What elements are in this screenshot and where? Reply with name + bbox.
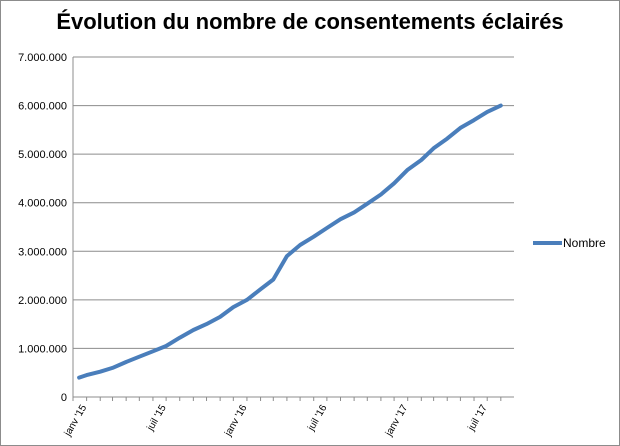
y-tick-label: 2.000.000 [18, 295, 67, 307]
legend-label: Nombre [563, 236, 606, 250]
y-tick-label: 0 [61, 392, 67, 404]
y-tick-label: 7.000.000 [18, 52, 67, 64]
x-tick-label: juil '15 [145, 403, 169, 434]
x-tick-label: janv '17 [383, 403, 410, 439]
y-tick-label: 6.000.000 [18, 101, 67, 113]
x-tick-label: juil '16 [305, 403, 329, 434]
chart-title: Évolution du nombre de consentements écl… [56, 9, 564, 34]
x-tick-label: janv '15 [62, 403, 89, 439]
y-tick-label: 4.000.000 [18, 198, 67, 210]
x-tick-label: juil '17 [466, 403, 490, 434]
x-tick-label: janv '16 [222, 403, 249, 439]
y-tick-label: 5.000.000 [18, 149, 67, 161]
y-tick-label: 3.000.000 [18, 246, 67, 258]
series-line-nombre [77, 103, 503, 380]
y-tick-label: 1.000.000 [18, 343, 67, 355]
